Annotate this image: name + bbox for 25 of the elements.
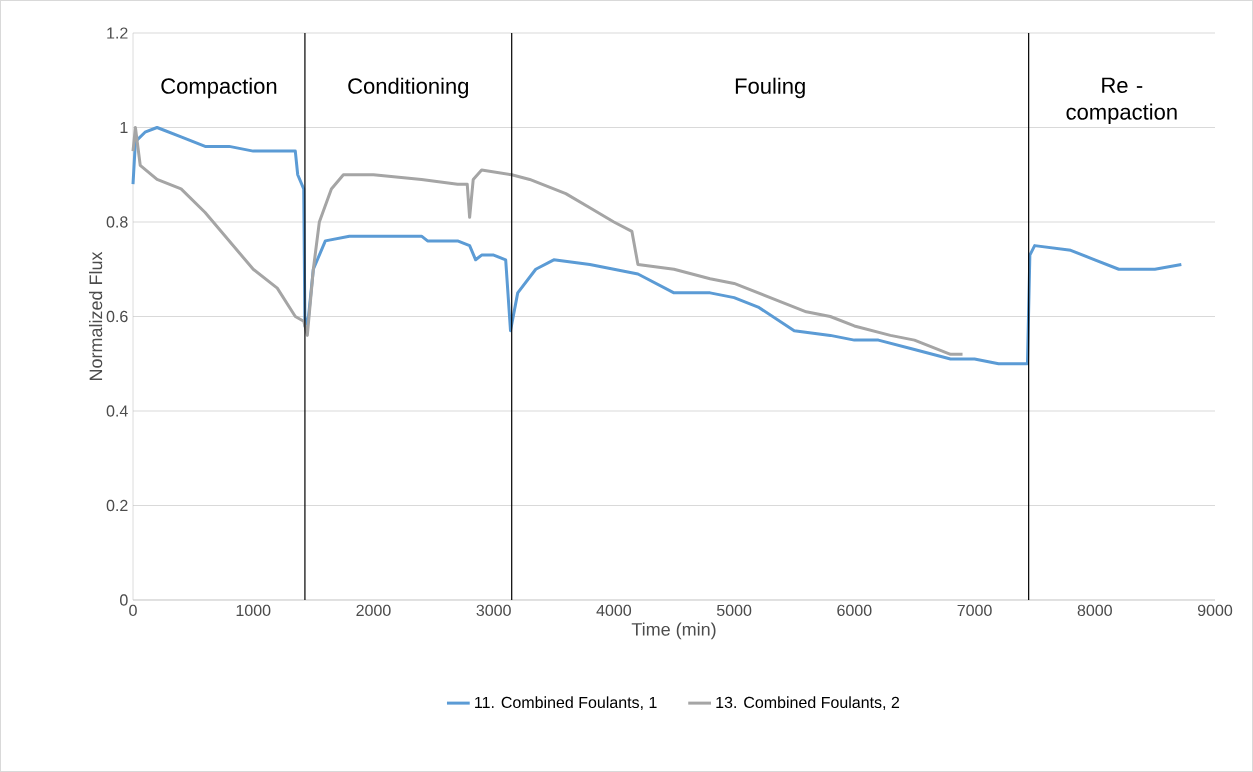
x-tick-label: 0 (129, 604, 137, 617)
x-tick-label: 5000 (716, 604, 752, 617)
x-tick-label: 3000 (476, 604, 511, 617)
annotation: Fouling (735, 77, 805, 99)
x-tick-label: 6000 (837, 604, 872, 617)
legend-label: 13. Combined Foulants, 2 (716, 696, 900, 710)
annotation: Re - compaction (1066, 77, 1177, 125)
y-axis-title: Normalized Flux (89, 251, 103, 381)
x-tick-label: 9000 (1197, 604, 1233, 617)
x-tick-label: 7000 (957, 604, 992, 617)
x-tick-label: 8000 (1077, 604, 1112, 617)
x-axis-title: Time (min) (631, 622, 716, 640)
x-tick-label: 2000 (356, 604, 391, 617)
y-tick-label: 0.8 (106, 216, 128, 228)
y-tick-label: 0 (120, 594, 128, 606)
y-tick-label: 1.2 (107, 27, 128, 39)
annotation: Compaction (161, 77, 277, 99)
x-tick-label: 4000 (596, 604, 632, 617)
y-tick-label: 0.4 (106, 405, 128, 417)
legend-label: 11. Combined Foulants, 1 (475, 696, 657, 710)
y-tick-label: 0.2 (106, 499, 128, 512)
y-tick-label: 1 (120, 122, 128, 133)
x-tick-label: 1000 (236, 604, 271, 617)
annotation: Conditioning (348, 77, 469, 99)
y-tick-label: 0.6 (106, 310, 128, 323)
